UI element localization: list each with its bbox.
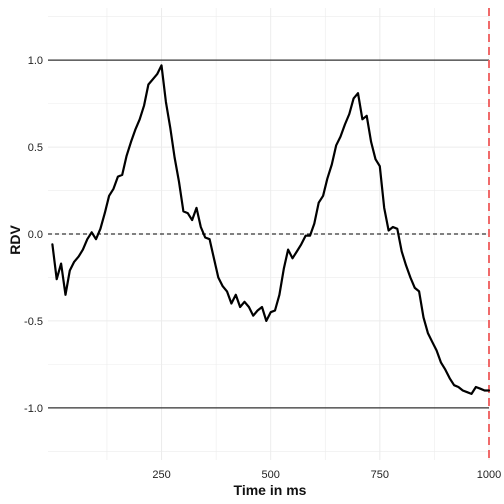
y-tick-label: 0.0 xyxy=(28,229,43,241)
y-tick-label: -0.5 xyxy=(24,316,43,328)
x-axis-ticks: 250 500 750 1000 xyxy=(152,469,501,481)
y-tick-label: -1.0 xyxy=(24,403,43,415)
series-layer xyxy=(51,64,491,395)
y-tick-label: 1.0 xyxy=(28,55,43,67)
x-tick-label: 250 xyxy=(152,469,170,481)
y-tick-label: 0.5 xyxy=(28,142,43,154)
y-axis-title: RDV xyxy=(7,225,23,255)
x-tick-label: 500 xyxy=(262,469,280,481)
series-line-0 xyxy=(51,64,491,395)
y-axis-ticks: -1.0 -0.5 0.0 0.5 1.0 xyxy=(24,55,43,415)
x-tick-label: 1000 xyxy=(477,469,501,481)
reference-lines xyxy=(48,8,490,460)
x-tick-label: 750 xyxy=(371,469,389,481)
x-axis-title: Time in ms xyxy=(234,482,307,498)
